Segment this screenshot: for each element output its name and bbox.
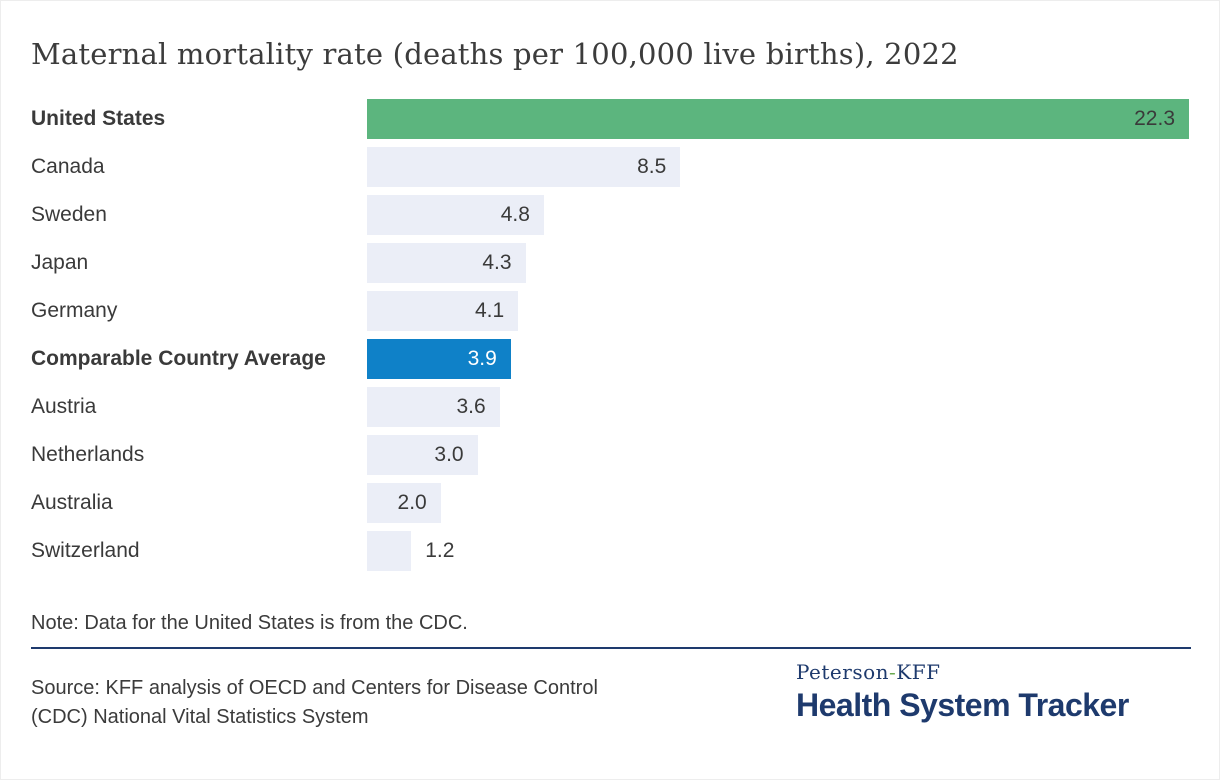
logo-peterson-text: Peterson <box>796 660 890 684</box>
bar-value-germany: 4.1 <box>474 299 505 322</box>
chart-row-united-states: United States 22.3 <box>31 99 1191 139</box>
bar-value-austria: 3.6 <box>456 395 486 418</box>
bar-value-australia: 2.0 <box>397 491 427 514</box>
bar-canada <box>367 147 681 187</box>
bar-comparable-country-average <box>367 339 511 379</box>
divider-line <box>31 647 1191 649</box>
bar-chart: United States 22.3 Canada 8.5 Sweden 4.8 Japan… <box>31 99 1191 579</box>
bar-value-sweden: 4.8 <box>500 203 530 226</box>
bar-track-switzerland: 1.2 <box>367 531 1189 571</box>
bar-value-canada: 8.5 <box>637 155 667 178</box>
chart-row-switzerland: Switzerland 1.2 <box>31 531 1191 571</box>
bar-japan <box>367 243 526 283</box>
bar-track-germany: 4.1 <box>367 291 1189 331</box>
logo-hyphen: - <box>889 660 897 684</box>
row-label-australia: Australia <box>31 491 113 514</box>
bar-australia <box>367 483 441 523</box>
bar-value-netherlands: 3.0 <box>434 443 464 466</box>
source-line-1: Source: KFF analysis of OECD and Centers… <box>31 677 598 699</box>
bar-value-comparable-country-average: 3.9 <box>467 347 497 370</box>
row-label-netherlands: Netherlands <box>31 443 145 466</box>
chart-row-austria: Austria 3.6 <box>31 387 1191 427</box>
bar-netherlands <box>367 435 478 475</box>
logo-kff-text: KFF <box>896 660 941 684</box>
source-text: Source: KFF analysis of OECD and Centers… <box>31 674 711 732</box>
chart-row-netherlands: Netherlands 3.0 <box>31 435 1191 475</box>
row-label-japan: Japan <box>31 251 89 274</box>
chart-row-comparable-country-average: Comparable Country Average 3.9 <box>31 339 1191 379</box>
chart-row-australia: Australia 2.0 <box>31 483 1191 523</box>
bar-track-comparable-country-average: 3.9 <box>367 339 1189 379</box>
chart-row-sweden: Sweden 4.8 <box>31 195 1191 235</box>
chart-row-germany: Germany 4.1 <box>31 291 1191 331</box>
peterson-kff-logo: Peterson-KFF Health System Tracker <box>796 660 1129 724</box>
row-label-germany: Germany <box>31 299 118 322</box>
logo-health-system-tracker-text: Health System Tracker <box>796 687 1129 723</box>
chart-row-canada: Canada 8.5 <box>31 147 1191 187</box>
row-label-switzerland: Switzerland <box>31 539 140 562</box>
bar-track-netherlands: 3.0 <box>367 435 1189 475</box>
bar-track-australia: 2.0 <box>367 483 1189 523</box>
bar-track-austria: 3.6 <box>367 387 1189 427</box>
chart-note: Note: Data for the United States is from… <box>31 612 468 634</box>
row-label-canada: Canada <box>31 155 105 178</box>
bar-germany <box>367 291 519 331</box>
chart-row-japan: Japan 4.3 <box>31 243 1191 283</box>
bar-sweden <box>367 195 544 235</box>
bar-value-switzerland: 1.2 <box>425 539 455 562</box>
bar-value-japan: 4.3 <box>482 251 512 274</box>
chart-title: Maternal mortality rate (deaths per 100,… <box>31 37 959 71</box>
row-label-austria: Austria <box>31 395 97 418</box>
logo-wordmark-top: Peterson-KFF <box>796 660 1129 684</box>
bar-united-states <box>367 99 1189 139</box>
bar-switzerland <box>367 531 412 571</box>
row-label-united-states: United States <box>31 107 166 130</box>
row-label-sweden: Sweden <box>31 203 107 226</box>
bar-track-canada: 8.5 <box>367 147 1189 187</box>
source-line-2: (CDC) National Vital Statistics System <box>31 706 369 728</box>
bar-austria <box>367 387 500 427</box>
bar-track-sweden: 4.8 <box>367 195 1189 235</box>
bar-value-united-states: 22.3 <box>1134 107 1175 130</box>
bar-track-japan: 4.3 <box>367 243 1189 283</box>
row-label-comparable-country-average: Comparable Country Average <box>31 347 326 370</box>
bar-track-united-states: 22.3 <box>367 99 1189 139</box>
